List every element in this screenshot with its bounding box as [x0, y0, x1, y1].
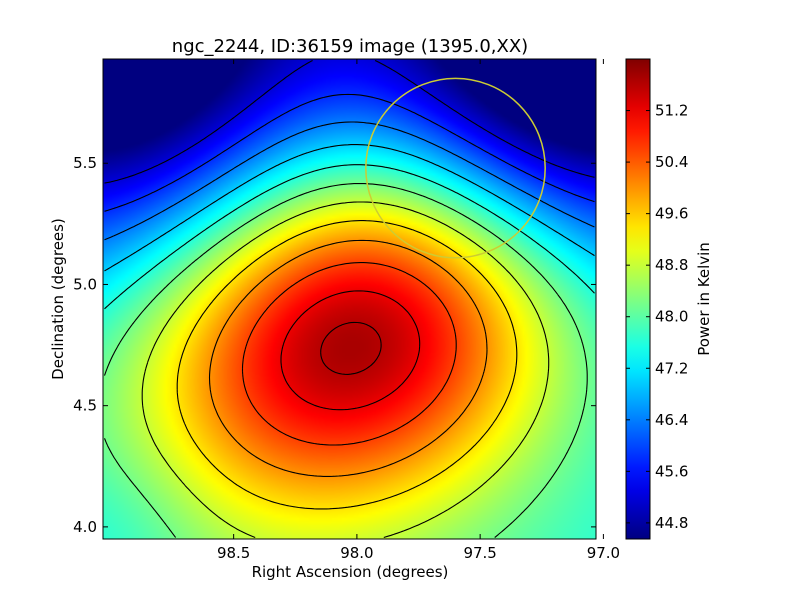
colorbar-tick-label: 48.0: [655, 308, 688, 326]
colorbar-label: Power in Kelvin: [695, 242, 713, 356]
colorbar-tick-label: 44.8: [655, 514, 688, 532]
x-tick-label: 97.5: [463, 544, 496, 562]
x-tick-label: 97.0: [587, 544, 620, 562]
y-axis-ticks: 4.0 4.5 5.0 5.5: [73, 154, 596, 536]
y-axis-label: Declination (degrees): [49, 218, 67, 380]
beam-circle: [365, 77, 546, 259]
colorbar-tick-label: 50.4: [655, 153, 688, 171]
plot-area: 98.5 98.0 97.5 97.0 4.0 4.5 5.0 5.5: [73, 58, 620, 562]
colorbar-frame: [625, 58, 651, 540]
colorbar: 44.8 45.6 46.4 47.2 48.0 48.8 49.6 50.4 51.2 Pow…: [625, 58, 713, 540]
contour-level-2: [104, 121, 595, 241]
contour-level-9: [241, 262, 457, 446]
contour-level-5: [103, 182, 588, 538]
contour-level-0: [104, 60, 595, 184]
colorbar-tick-label: 47.2: [655, 359, 688, 377]
y-tick-label: 5.0: [73, 275, 97, 293]
contour-level-1: [104, 93, 595, 212]
contour-level-7: [176, 220, 518, 510]
colorbar-tick-label: 51.2: [655, 102, 688, 120]
colorbar-bar: [626, 59, 650, 539]
colorbar-tick-label: 48.8: [655, 256, 688, 274]
y-tick-label: 4.0: [73, 518, 97, 536]
x-tick-label: 98.5: [217, 544, 250, 562]
colorbar-tick-label: 45.6: [655, 462, 688, 480]
plot-frame: [102, 58, 597, 540]
heatmap-image: [103, 59, 596, 539]
contour-level-11: [320, 321, 382, 375]
contour-level-6: [141, 201, 550, 539]
colorbar-tick-label: 49.6: [655, 205, 688, 223]
chart-title: ngc_2244, ID:36159 image (1395.0,XX): [172, 36, 528, 57]
x-axis-ticks: 98.5 98.0 97.5 97.0: [217, 59, 620, 562]
contour-level-4: [104, 164, 595, 310]
contour-level-10: [280, 290, 421, 411]
y-tick-label: 5.5: [73, 154, 97, 172]
x-tick-label: 98.0: [340, 544, 373, 562]
y-tick-label: 4.5: [73, 397, 97, 415]
contour-level-8: [208, 239, 488, 477]
colorbar-ticks: 44.8 45.6 46.4 47.2 48.0 48.8 49.6 50.4 51.2: [626, 102, 688, 532]
colorbar-tick-label: 46.4: [655, 411, 688, 429]
x-axis-label: Right Ascension (degrees): [252, 563, 449, 581]
